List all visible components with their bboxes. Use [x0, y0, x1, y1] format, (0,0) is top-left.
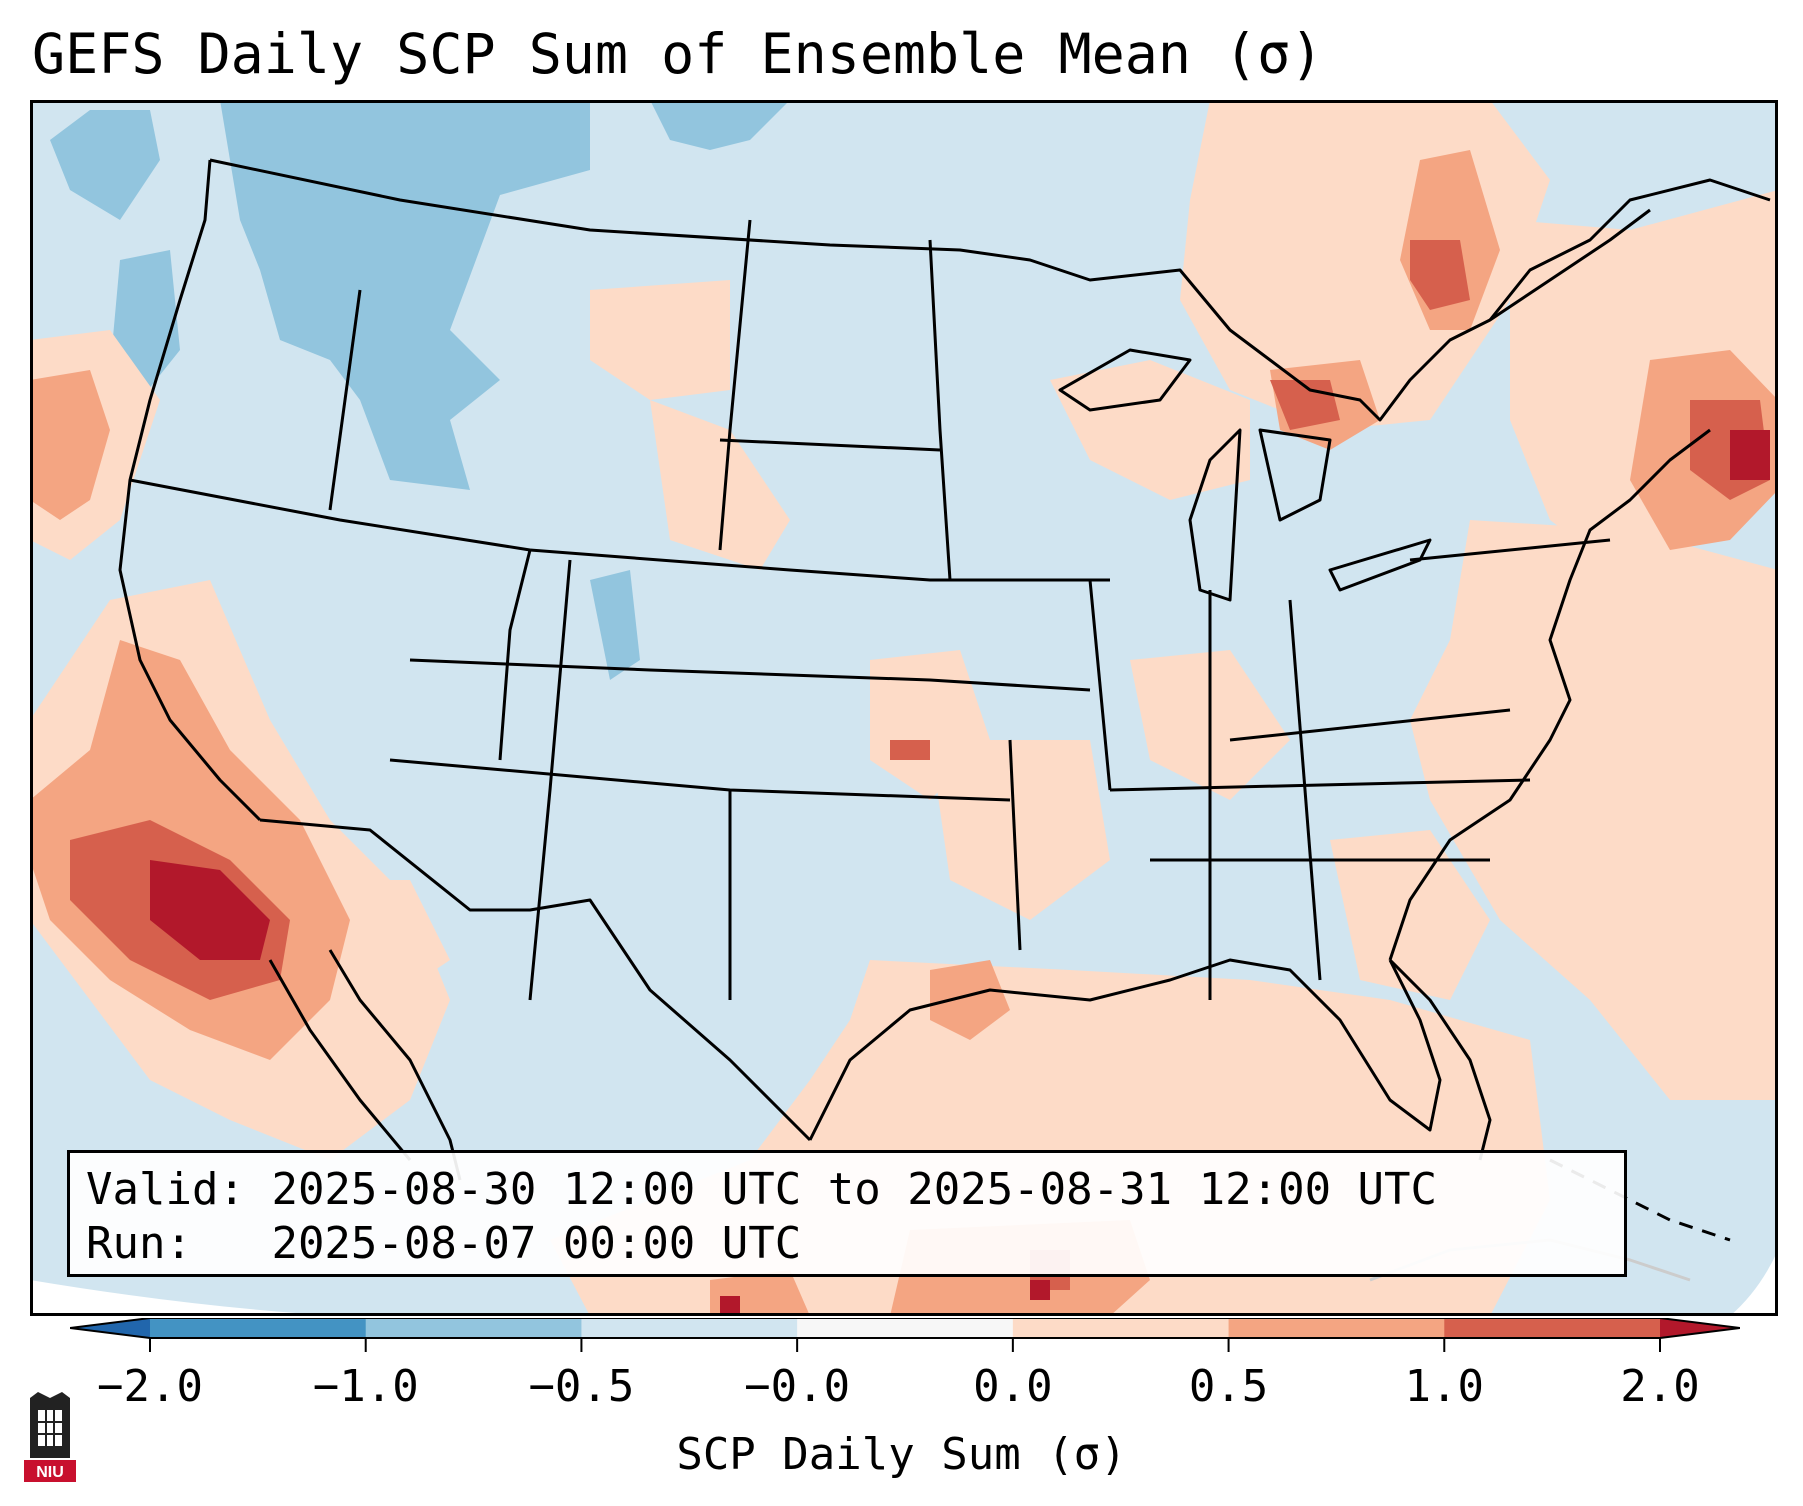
colorbar-label: SCP Daily Sum (σ)	[676, 1429, 1127, 1480]
colorbar-tick-label: 2.0	[1620, 1361, 1700, 1412]
colorbar-tick-label: −1.0	[312, 1361, 419, 1412]
state-line	[719, 438, 941, 452]
projection-edge	[1730, 1250, 1778, 1316]
state-line	[129, 478, 531, 552]
colorbar-tick-label: 0.5	[1188, 1361, 1269, 1412]
lake-michigan	[1188, 428, 1242, 602]
colorbar-segment	[365, 1318, 582, 1338]
state-line	[1409, 538, 1611, 562]
west-coastline	[118, 159, 262, 822]
scp-map	[30, 100, 1778, 1316]
canada-coastline	[1488, 178, 1771, 321]
colorbar-tick-label: −2.0	[97, 1361, 203, 1412]
valid-run-info-box: Valid: 2025-08-30 12:00 UTC to 2025-08-3…	[67, 1150, 1627, 1277]
state-line	[1229, 708, 1511, 742]
map-title: GEFS Daily SCP Sum of Ensemble Mean (σ)	[32, 22, 1324, 86]
lake-erie	[1328, 538, 1432, 592]
state-line	[928, 239, 952, 581]
colorbar-segment	[1444, 1318, 1661, 1338]
lake-huron	[1258, 428, 1332, 522]
valid-time-range: 2025-08-30 12:00 UTC to 2025-08-31 12:00…	[271, 1164, 1438, 1215]
logo-text: NIU	[36, 1464, 64, 1481]
colorbar-tick-label: −0.0	[744, 1361, 851, 1412]
state-line	[409, 658, 1091, 692]
colorbar-outline	[70, 1318, 1740, 1339]
niu-logo: NIU	[24, 1392, 76, 1482]
colorbar-segment	[797, 1318, 1014, 1338]
map-border	[30, 100, 1778, 1316]
colorbar-segment	[1228, 1318, 1445, 1338]
lake-superior	[1058, 348, 1192, 412]
east-coastline	[1388, 428, 1711, 961]
state-line	[328, 289, 362, 511]
colorbar-tick-label: 1.0	[1404, 1361, 1485, 1412]
colorbar-over-arrow	[1660, 1318, 1740, 1338]
state-line	[1109, 778, 1531, 792]
baja-coastline	[268, 959, 412, 1161]
negative-anomaly-regions	[50, 100, 790, 680]
state-line	[718, 219, 752, 551]
colorbar-tick-label: 0.0	[973, 1361, 1053, 1412]
run-time: 2025-08-07 00:00 UTC	[271, 1218, 802, 1269]
map-panel	[30, 100, 1778, 1316]
state-line	[1008, 739, 1022, 951]
colorbar-tick-label: −0.5	[528, 1361, 635, 1412]
colorbar-segment	[581, 1318, 798, 1338]
colorbar-segment	[1012, 1318, 1230, 1338]
state-line	[1288, 599, 1322, 981]
colorbar-segment	[150, 1318, 367, 1338]
state-line	[1088, 579, 1112, 791]
projection-edge	[30, 1280, 550, 1316]
gulf-coastline	[808, 958, 1442, 1141]
valid-label: Valid:	[86, 1164, 245, 1215]
positive-extreme-regions	[150, 430, 1770, 1316]
colorbar	[70, 1318, 1740, 1352]
florida-coastline	[1388, 958, 1492, 1161]
state-line	[498, 549, 532, 761]
run-label: Run:	[86, 1218, 192, 1269]
us-mexico-border	[259, 818, 812, 1142]
state-line	[529, 548, 1110, 582]
state-line	[528, 559, 572, 1001]
colorbar-under-arrow	[70, 1318, 150, 1338]
